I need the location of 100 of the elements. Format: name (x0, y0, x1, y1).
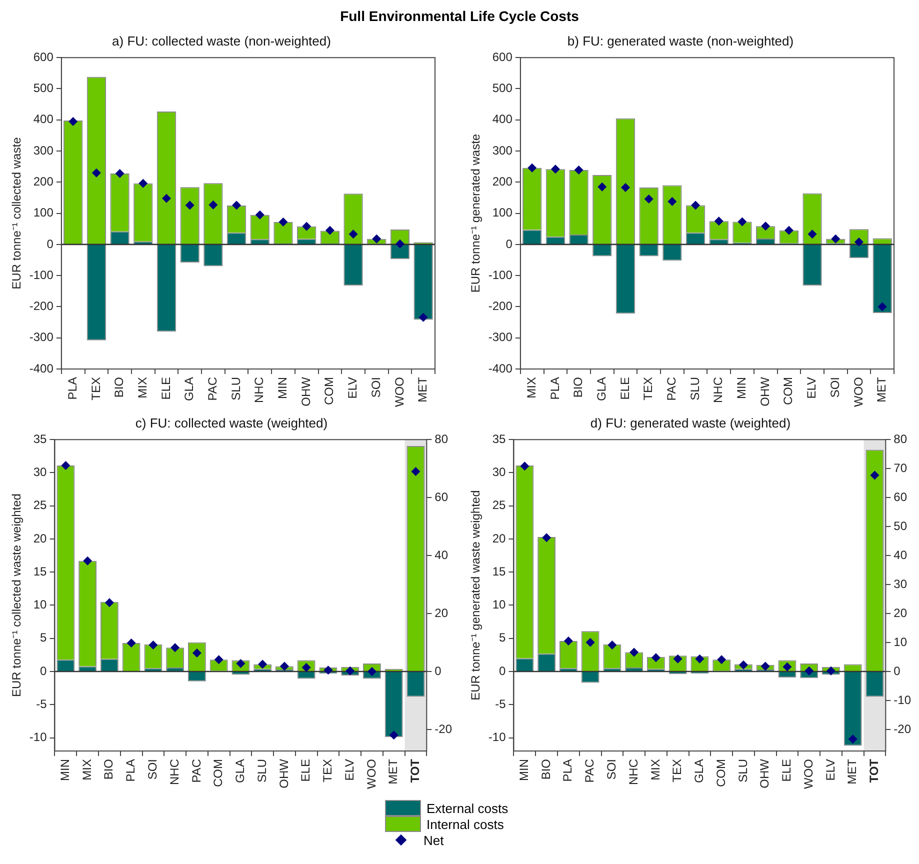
y-tick-label: -300 (29, 330, 54, 344)
x-tick-label: NHC (252, 376, 266, 404)
x-tick-label: COM (211, 759, 226, 788)
x-tick-label: PAC (582, 758, 597, 783)
text: Full Environmental Life Cycle Costs (339, 7, 580, 26)
y-tick-label: 0 (506, 236, 513, 251)
x-tick-label: ELE (780, 759, 794, 782)
x-tick-label: TOT (408, 758, 422, 783)
y-tick-label: 25 (492, 498, 506, 512)
y-tick-label: 0 (499, 664, 506, 678)
x-tick-label: COM (322, 377, 336, 406)
x-tick-label: ELV (346, 377, 360, 399)
x-tick-label: ELE (618, 377, 632, 400)
y-tick-label: 15 (492, 564, 506, 578)
x-tick-label: BIO (112, 377, 126, 398)
x-tick-label: TOT (867, 758, 882, 783)
x-tick-label: SOI (604, 759, 619, 780)
x-tick-label: SOI (368, 377, 383, 398)
y-tick-label: 20 (33, 531, 48, 546)
x-tick-label: MIX (135, 377, 150, 398)
x-tick-label: SLU (228, 377, 243, 400)
x-tick-label: NHC (711, 376, 726, 404)
y-tick-label: 5 (499, 630, 506, 645)
y-tick-label: 200 (492, 174, 513, 188)
y2-tick-label: 0 (434, 664, 442, 678)
x-tick-label: SLU (736, 759, 750, 782)
x-tick-label: TEX (320, 759, 335, 782)
y-tick-label: -10 (29, 730, 48, 744)
y-tick-label: -10 (488, 730, 506, 744)
x-tick-label: MIX (648, 759, 662, 780)
x-tick-label: OHW (758, 376, 772, 406)
x-tick-label: OHW (276, 758, 291, 788)
x-tick-label: ELE (298, 759, 313, 782)
y-tick-label: -5 (36, 696, 48, 711)
x-tick-label: WOO (392, 377, 406, 408)
y2-tick-label: 0 (894, 664, 901, 678)
x-tick-label: SOI (828, 377, 842, 398)
y2-tick-label: 60 (434, 490, 448, 504)
x-tick-label: TEX (88, 377, 103, 400)
y2-tick-label: 50 (894, 518, 908, 533)
x-tick-label: ELV (342, 759, 356, 781)
x-tick-label: SOI (146, 759, 160, 780)
y-tick-label: -200 (29, 299, 54, 314)
y-tick-label: -400 (29, 361, 54, 376)
y-axis-title: EUR tonne⁻¹ collected waste weighted (10, 494, 24, 698)
x-tick-label: MIX (524, 377, 538, 398)
x-tick-label: BIO (571, 377, 586, 398)
x-tick-label: TEX (641, 377, 656, 400)
x-tick-label: PLA (124, 759, 138, 782)
y-tick-label: 0 (46, 236, 54, 251)
x-tick-label: PAC (189, 758, 204, 783)
x-tick-label: MIN (734, 377, 749, 400)
x-tick-label: GLA (233, 759, 248, 784)
x-tick-label: MIN (276, 377, 290, 400)
y-tick-label: 600 (492, 50, 513, 64)
y-axis-title: EUR tonne⁻¹ generated waste weighted (468, 490, 483, 700)
y-tick-label: -100 (488, 268, 513, 282)
x-tick-label: GLA (594, 377, 608, 402)
legend-label: Internal costs (426, 816, 504, 832)
x-tick-label: TEX (670, 759, 684, 782)
x-tick-label: MET (386, 758, 400, 784)
y-tick-label: 0 (40, 664, 48, 678)
y-tick-label: 35 (492, 432, 506, 446)
x-tick-label: WOO (851, 377, 866, 408)
y2-tick-label: 10 (894, 634, 908, 649)
y-axis-title: EUR tonne⁻¹ collected waste (10, 136, 24, 290)
y2-tick-label: 70 (894, 460, 908, 475)
y-tick-label: -300 (488, 330, 513, 344)
x-tick-label: PAC (664, 376, 678, 401)
x-tick-label: PLA (548, 377, 562, 400)
y-tick-label: 10 (33, 598, 48, 612)
y-axis-title: EUR tonne⁻¹ generated waste (468, 134, 483, 293)
y-tick-label: 30 (33, 465, 48, 480)
y2-tick-label: 40 (894, 548, 908, 562)
x-tick-label: OHW (758, 758, 772, 788)
y-tick-label: 10 (492, 598, 506, 612)
y-tick-label: 400 (492, 112, 513, 126)
y2-tick-label: 30 (894, 576, 908, 591)
x-tick-label: BIO (538, 759, 553, 780)
x-tick-label: ELE (158, 377, 173, 400)
chart-title: a) FU: collected waste (non-weighted) (112, 33, 331, 48)
x-tick-label: WOO (801, 759, 816, 790)
y-tick-label: 15 (33, 564, 48, 578)
chart-title: d) FU: generated waste (weighted) (590, 415, 791, 430)
x-tick-label: ELV (823, 759, 838, 781)
x-tick-label: SLU (688, 377, 702, 400)
x-tick-label: NHC (626, 758, 640, 786)
y-tick-label: 300 (492, 143, 513, 158)
y-tick-label: -200 (488, 299, 513, 314)
x-tick-label: MIN (58, 759, 72, 782)
y2-tick-label: 20 (894, 606, 908, 620)
y-tick-label: 500 (33, 81, 54, 96)
x-tick-label: WOO (364, 759, 378, 790)
x-tick-label: BIO (102, 759, 116, 780)
y-tick-label: 100 (492, 206, 513, 220)
x-tick-label: GLA (692, 759, 706, 784)
y-tick-label: 400 (33, 112, 54, 126)
y-tick-label: 5 (40, 630, 48, 645)
x-tick-label: PLA (560, 759, 575, 782)
y-tick-label: 600 (33, 50, 54, 64)
